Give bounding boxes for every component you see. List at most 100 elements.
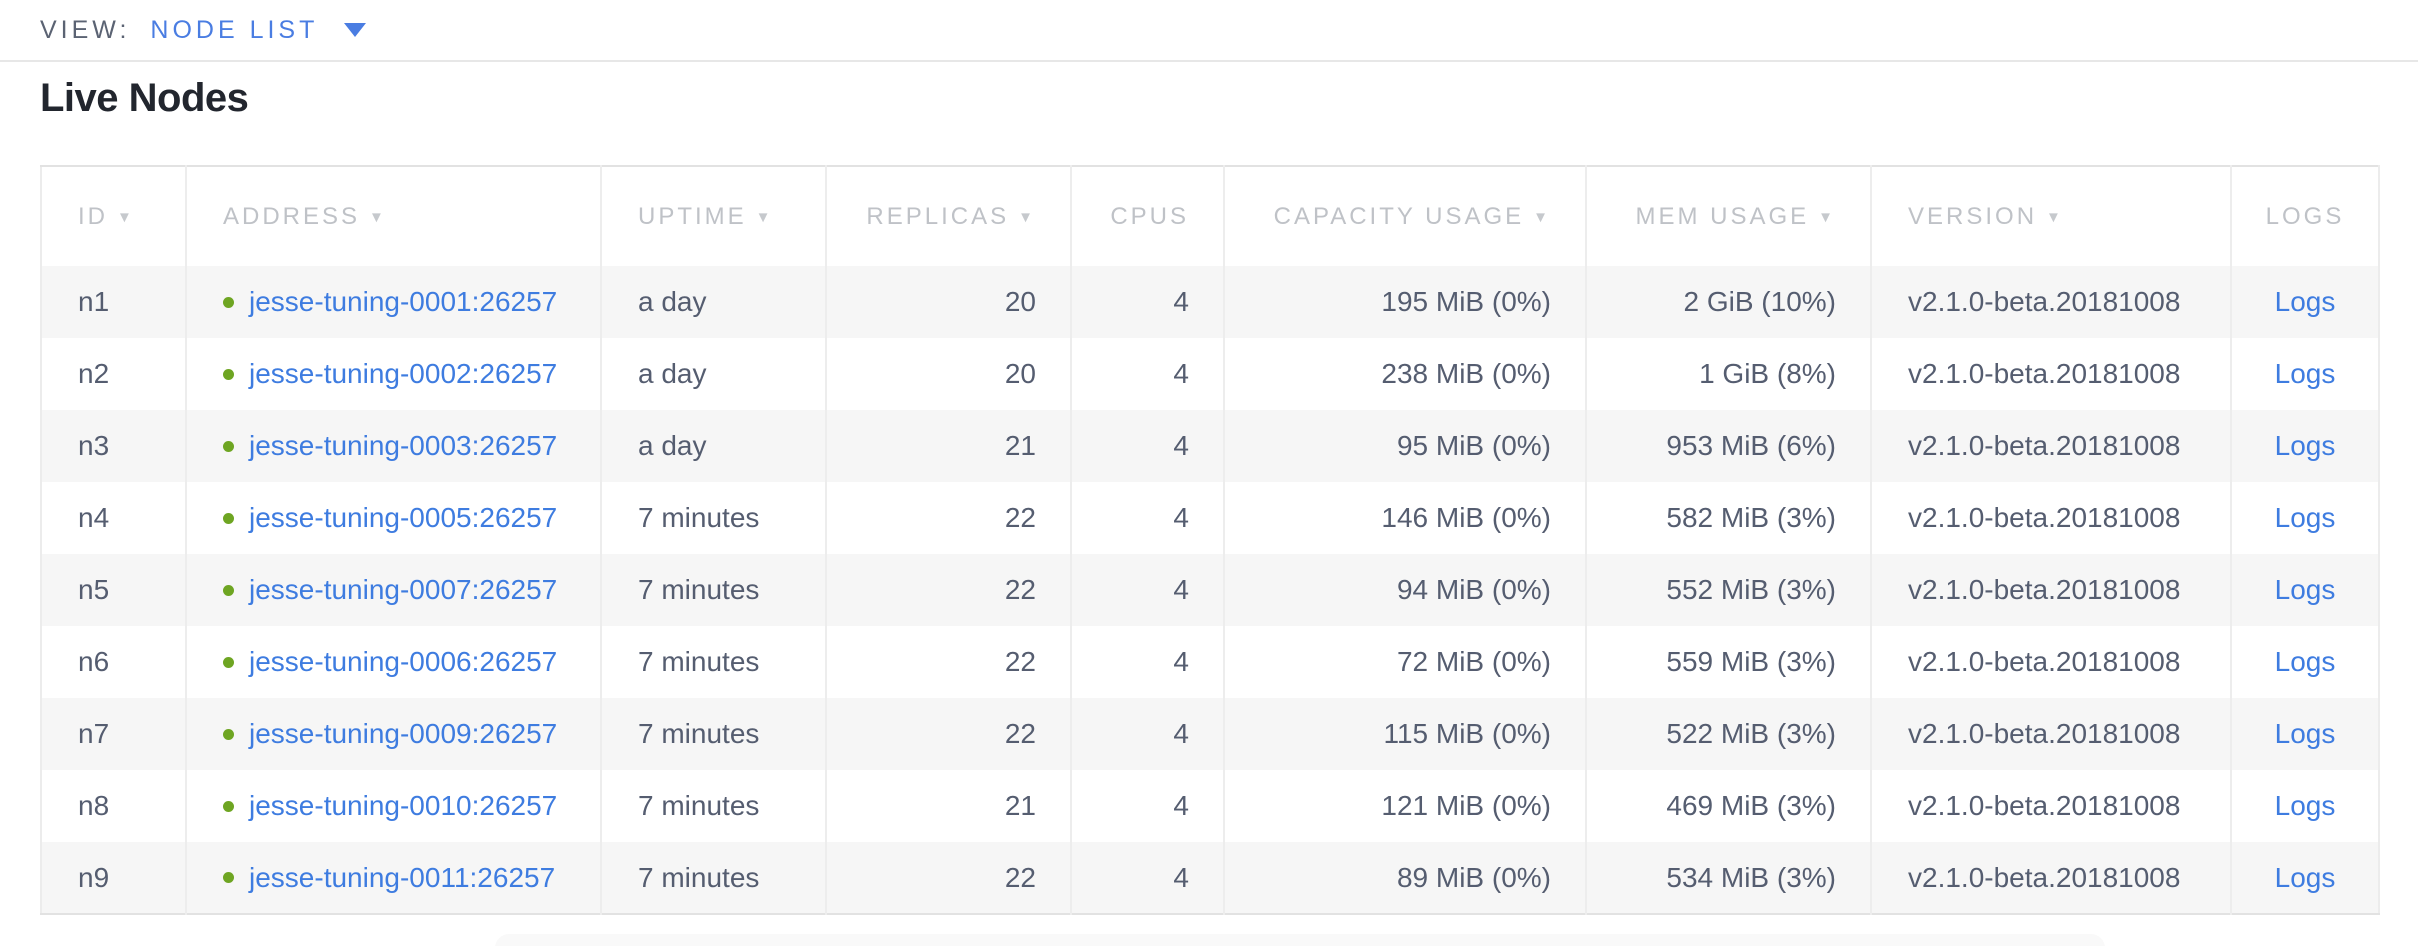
col-header-mem_usage[interactable]: MEM USAGE ▼ (1585, 166, 1871, 266)
col-header-version[interactable]: VERSION ▼ (1870, 166, 2231, 266)
cell-cpus: 4 (1070, 554, 1224, 626)
cell-cpus: 4 (1070, 842, 1224, 914)
logs-link[interactable]: Logs (2274, 574, 2336, 605)
logs-link[interactable]: Logs (2274, 790, 2336, 821)
cell-capacity_usage: 146 MiB (0%) (1223, 482, 1586, 554)
cell-replicas: 22 (825, 842, 1071, 914)
view-label: VIEW: (40, 15, 131, 44)
cell-capacity_usage: 95 MiB (0%) (1223, 410, 1586, 482)
table-row: n6 jesse-tuning-0006:26257 7 minutes 22 4 72 … (41, 626, 2379, 698)
sort-desc-icon: ▼ (755, 208, 774, 226)
table-header: ID ▼ ADDRESS ▼ UPTIME ▼ REPLICAS ▼ CPUS CAPACITY … (41, 166, 2379, 266)
live-status-dot (223, 728, 234, 740)
col-header-uptime[interactable]: UPTIME ▼ (600, 166, 826, 266)
table-header-row: ID ▼ ADDRESS ▼ UPTIME ▼ REPLICAS ▼ CPUS CAPACITY … (41, 166, 2379, 266)
col-header-logs: LOGS (2230, 166, 2379, 266)
col-header-label: UPTIME (638, 202, 747, 230)
address-link[interactable]: jesse-tuning-0002:26257 (249, 358, 558, 389)
cell-uptime: 7 minutes (600, 554, 826, 626)
cell-logs: Logs (2230, 626, 2379, 698)
table-row: n7 jesse-tuning-0009:26257 7 minutes 22 4 115… (41, 698, 2379, 770)
cell-uptime: 7 minutes (600, 482, 826, 554)
cell-logs: Logs (2230, 410, 2379, 482)
cell-id: n3 (41, 410, 186, 482)
cell-version: v2.1.0-beta.20181008 (1870, 842, 2231, 914)
address-link[interactable]: jesse-tuning-0003:26257 (249, 430, 558, 461)
sort-desc-icon: ▼ (369, 208, 387, 226)
address-link[interactable]: jesse-tuning-0006:26257 (249, 646, 558, 677)
live-status-dot (223, 512, 234, 524)
cell-address: jesse-tuning-0005:26257 (185, 482, 601, 554)
col-header-cpus: CPUS (1070, 166, 1224, 266)
logs-link[interactable]: Logs (2274, 646, 2336, 677)
cell-id: n7 (41, 698, 186, 770)
cell-cpus: 4 (1070, 770, 1224, 842)
address-link[interactable]: jesse-tuning-0005:26257 (249, 502, 558, 533)
cell-mem_usage: 2 GiB (10%) (1585, 266, 1871, 338)
address-cell-content: jesse-tuning-0009:26257 (223, 718, 590, 750)
cell-replicas: 22 (825, 698, 1071, 770)
address-link[interactable]: jesse-tuning-0010:26257 (249, 790, 558, 821)
table-row: n3 jesse-tuning-0003:26257 a day 21 4 95 MiB … (41, 410, 2379, 482)
col-header-label: ADDRESS (223, 202, 361, 230)
table-row: n2 jesse-tuning-0002:26257 a day 20 4 238 MiB… (41, 338, 2379, 410)
col-header-capacity_usage[interactable]: CAPACITY USAGE ▼ (1223, 166, 1586, 266)
address-link[interactable]: jesse-tuning-0007:26257 (249, 574, 558, 605)
sort-desc-icon: ▼ (1533, 208, 1551, 226)
view-selector-dropdown[interactable]: NODE LIST (150, 15, 367, 45)
address-cell-content: jesse-tuning-0010:26257 (223, 790, 590, 822)
cell-cpus: 4 (1070, 338, 1224, 410)
view-selected-value: NODE LIST (150, 15, 319, 44)
cell-uptime: 7 minutes (600, 770, 826, 842)
address-link[interactable]: jesse-tuning-0001:26257 (249, 286, 558, 317)
sort-desc-icon: ▼ (1818, 208, 1836, 226)
cell-id: n6 (78, 646, 110, 677)
live-status-dot (223, 584, 234, 596)
address-link[interactable]: jesse-tuning-0011:26257 (249, 861, 556, 893)
live-status-dot (223, 296, 234, 308)
logs-link[interactable]: Logs (2274, 502, 2336, 533)
table-row: n9 jesse-tuning-0011:26257 7 minutes 22 4 89 … (41, 842, 2379, 914)
logs-link[interactable]: Logs (2274, 358, 2336, 389)
cell-version: v2.1.0-beta.20181008 (1870, 626, 2231, 698)
sort-desc-icon: ▼ (2046, 208, 2064, 226)
cell-cpus: 4 (1070, 482, 1224, 554)
sort-desc-icon: ▼ (117, 208, 135, 226)
live-status-dot (223, 800, 234, 812)
cell-capacity_usage: 121 MiB (0%) (1223, 770, 1586, 842)
address-cell-content: jesse-tuning-0003:26257 (223, 430, 590, 462)
cell-uptime: 7 minutes (600, 626, 826, 698)
cell-replicas: 20 (825, 266, 1071, 338)
cell-mem_usage: 469 MiB (3%) (1585, 770, 1871, 842)
logs-link[interactable]: Logs (2274, 286, 2336, 317)
cell-version: v2.1.0-beta.20181008 (1870, 554, 2231, 626)
cell-capacity_usage: 195 MiB (0%) (1223, 266, 1586, 338)
cell-capacity_usage: 72 MiB (0%) (1223, 626, 1586, 698)
address-cell-content: jesse-tuning-0002:26257 (223, 358, 590, 390)
address-link[interactable]: jesse-tuning-0009:26257 (249, 718, 558, 749)
col-header-address[interactable]: ADDRESS ▼ (185, 166, 601, 266)
address-cell-content: jesse-tuning-0011:26257 (223, 862, 590, 894)
cell-logs: Logs (2230, 842, 2379, 914)
cell-uptime: a day (600, 266, 826, 338)
caret-down-icon (344, 23, 367, 37)
logs-link[interactable]: Logs (2274, 861, 2336, 893)
cell-version: v2.1.0-beta.20181008 (1870, 410, 2231, 482)
sort-desc-icon: ▼ (1018, 208, 1036, 226)
cell-logs: Logs (2230, 698, 2379, 770)
cell-version: v2.1.0-beta.20181008 (1870, 266, 2231, 338)
col-header-label: MEM USAGE (1635, 202, 1810, 230)
cell-uptime: a day (600, 338, 826, 410)
address-cell-content: jesse-tuning-0005:26257 (223, 502, 590, 534)
col-header-replicas[interactable]: REPLICAS ▼ (825, 166, 1071, 266)
cell-logs: Logs (2230, 482, 2379, 554)
col-header-label: LOGS (2265, 202, 2345, 230)
cell-address: jesse-tuning-0001:26257 (185, 266, 601, 338)
cell-replicas: 21 (825, 770, 1071, 842)
col-header-id[interactable]: ID ▼ (41, 166, 186, 266)
address-cell-content: jesse-tuning-0007:26257 (223, 574, 590, 606)
cell-version: v2.1.0-beta.20181008 (1870, 770, 2231, 842)
logs-link[interactable]: Logs (2274, 430, 2336, 461)
logs-link[interactable]: Logs (2274, 718, 2336, 749)
table-row: n5 jesse-tuning-0007:26257 7 minutes 22 4 94 … (41, 554, 2379, 626)
